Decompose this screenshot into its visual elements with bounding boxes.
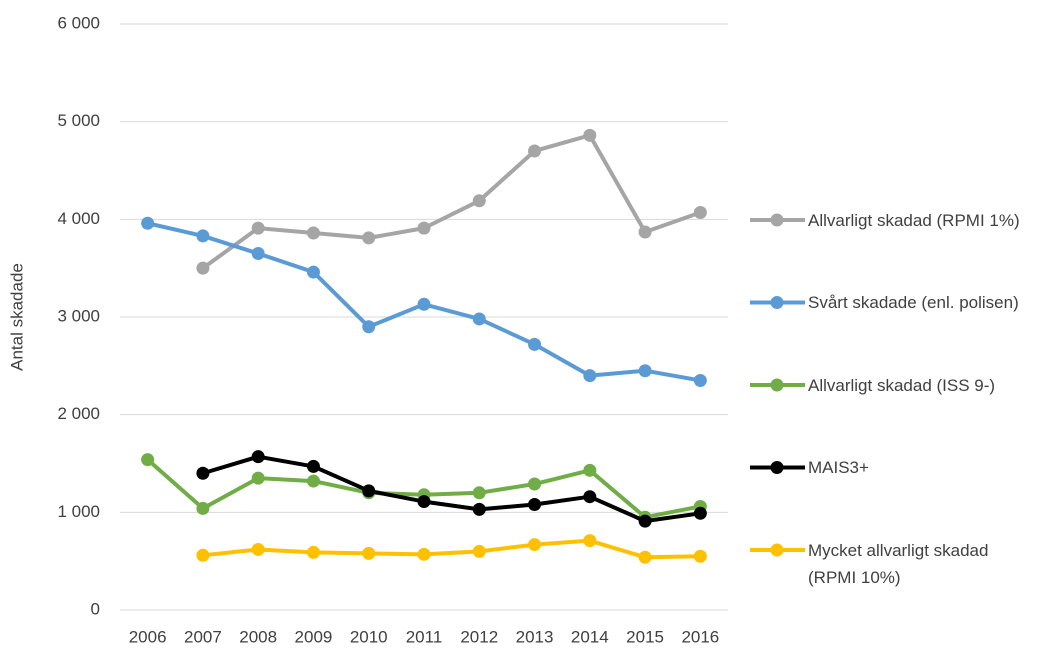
x-tick-label: 2014 [571, 627, 609, 646]
data-point [472, 194, 486, 208]
legend-label: Allvarligt skadad (ISS 9-) [808, 375, 996, 395]
y-tick-label: 1 000 [57, 502, 100, 521]
legend-label: Allvarligt skadad (RPMI 1%) [808, 210, 1020, 230]
x-tick-label: 2009 [295, 627, 333, 646]
y-tick-label: 3 000 [57, 306, 100, 325]
data-point [472, 486, 486, 500]
y-tick-label: 4 000 [57, 209, 100, 228]
data-point [638, 514, 652, 528]
legend-label: Mycket allvarligt skadad (RPMI 10%) [808, 540, 989, 587]
data-point [528, 538, 542, 552]
series-line [202, 538, 701, 560]
data-point [528, 337, 542, 351]
series-line [201, 133, 702, 270]
data-point [141, 216, 155, 230]
legend-marker [770, 296, 784, 309]
data-point [417, 547, 431, 561]
x-tick-label: 2010 [350, 627, 388, 646]
data-point [638, 225, 652, 239]
data-point [472, 312, 486, 326]
data-point [196, 501, 210, 515]
y-axis-label: Antal skadade [7, 263, 26, 371]
data-point [251, 450, 265, 464]
y-tick-label: 2 000 [57, 404, 100, 423]
legend-label: Svårt skadade (enl. polisen) [808, 293, 1019, 312]
data-point [693, 373, 707, 387]
data-point [251, 471, 265, 485]
data-point [417, 495, 431, 509]
data-point [528, 498, 542, 512]
y-tick-label: 0 [91, 599, 100, 618]
legend-marker [770, 378, 784, 392]
data-point [693, 205, 707, 219]
x-tick-label: 2007 [184, 627, 222, 646]
legend-marker [770, 543, 784, 557]
x-tick-label: 2008 [239, 627, 277, 646]
data-point [362, 484, 376, 498]
x-tick-label: 2011 [406, 627, 443, 646]
x-tick-label: 2016 [681, 627, 719, 646]
data-point [472, 502, 486, 516]
series-line [202, 454, 701, 524]
data-point [251, 247, 265, 261]
legend-marker [770, 213, 784, 227]
data-point [693, 549, 707, 563]
x-tick-label: 2006 [129, 627, 167, 646]
data-point [362, 320, 376, 334]
data-point [306, 265, 320, 279]
data-point [583, 463, 597, 477]
data-point [196, 229, 210, 243]
y-tick-label: 5 000 [57, 111, 100, 130]
data-point [638, 550, 652, 564]
data-point [251, 221, 265, 235]
data-point [693, 506, 707, 520]
data-point [583, 490, 597, 504]
data-point [141, 453, 155, 467]
x-tick-label: 2013 [516, 627, 554, 646]
data-point [417, 297, 431, 311]
data-point [306, 474, 320, 488]
data-point [638, 364, 652, 378]
data-point [583, 369, 597, 383]
data-point [583, 534, 597, 548]
data-point [528, 477, 542, 491]
data-point [306, 545, 320, 559]
data-point [196, 261, 210, 275]
x-tick-label: 2015 [626, 627, 664, 646]
legend-marker [770, 461, 784, 474]
data-point [196, 466, 210, 480]
x-tick-label: 2012 [460, 627, 498, 646]
data-point [306, 459, 320, 473]
data-point [251, 542, 265, 556]
data-point [362, 546, 376, 560]
data-point [362, 231, 376, 245]
data-point [472, 544, 486, 558]
data-point [528, 144, 542, 158]
data-point [306, 226, 320, 240]
data-point [417, 221, 431, 235]
data-point [196, 548, 210, 562]
data-point [583, 128, 597, 142]
legend-label: MAIS3+ [808, 458, 869, 477]
y-tick-label: 6 000 [57, 13, 100, 32]
